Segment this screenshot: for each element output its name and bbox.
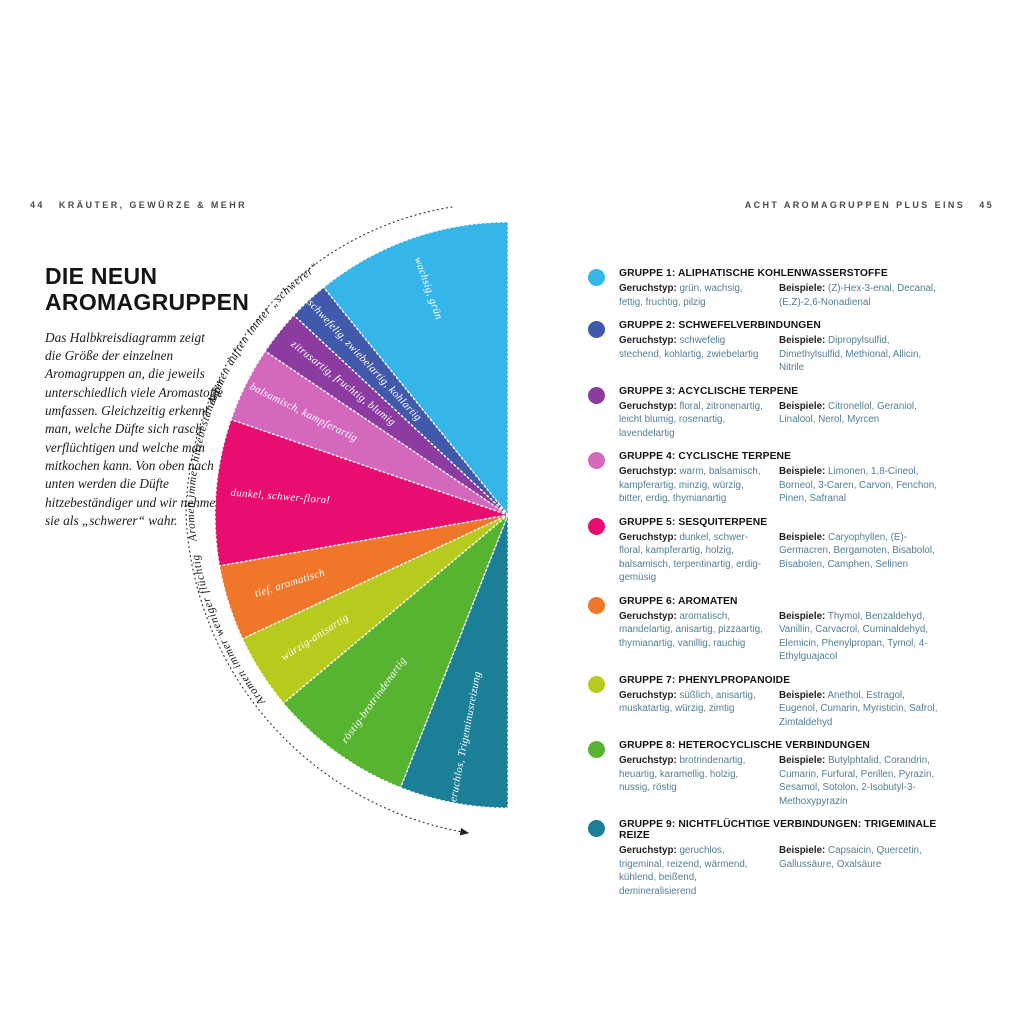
- legend-examples: Beispiele: Dipropylsulfid, Dimethylsulfi…: [779, 335, 922, 374]
- legend-type: Geruchstyp: schwefelig stechend, kohlart…: [619, 335, 759, 360]
- legend-color-dot: [588, 675, 605, 693]
- legend: GRUPPE 1: ALIPHATISCHE KOHLENWASSERSTOFF…: [588, 268, 950, 909]
- fan-slice-group1: [322, 221, 509, 517]
- legend-examples: Beispiele: Caryophyllen, (E)-Germacren, …: [779, 531, 935, 570]
- legend-examples: Beispiele: Limonen, 1,8-Cineol, Borneol,…: [779, 466, 937, 505]
- intro-paragraph: Das Halbkreisdiagramm zeigt die Größe de…: [45, 329, 223, 528]
- legend-examples: Beispiele: Thymol, Benzaldehyd, Vanillin…: [779, 610, 929, 663]
- legend-examples: Beispiele: Citronellol, Geraniol, Linalo…: [779, 400, 917, 426]
- legend-color-dot: [588, 452, 605, 470]
- legend-row-group2: GRUPPE 2: SCHWEFELVERBINDUNGEN Geruchsty…: [588, 320, 950, 375]
- legend-examples: Beispiele: Capsaicin, Quercetin, Galluss…: [779, 845, 922, 870]
- legend-type: Geruchstyp: dunkel, schwer-floral, kampf…: [619, 531, 762, 584]
- legend-group-name: GRUPPE 4: CYCLISCHE TERPENE: [619, 451, 792, 463]
- legend-color-dot: [588, 386, 605, 404]
- page-title-line2: AROMAGRUPPEN: [45, 288, 250, 315]
- left-page-number: 44: [30, 200, 45, 210]
- legend-type: Geruchstyp: warm, balsamisch, kampferart…: [619, 466, 761, 505]
- legend-type: Geruchstyp: brotrindenartig, heuartig, k…: [619, 755, 746, 794]
- volatility-arrow-arc: [185, 206, 470, 836]
- legend-row-group8: GRUPPE 8: HETEROCYCLISCHE VERBINDUNGEN G…: [588, 740, 950, 808]
- legend-type: Geruchstyp: grün, wachsig, fettig, fruch…: [619, 283, 743, 308]
- page-title: DIE NEUN AROMAGRUPPEN: [45, 263, 249, 316]
- legend-type: Geruchstyp: aromatisch, mandelartig, ani…: [619, 610, 763, 649]
- legend-group-name: GRUPPE 3: ACYCLISCHE TERPENE: [619, 385, 799, 397]
- legend-color-dot: [588, 517, 605, 535]
- fan-slice-group8: [282, 514, 509, 789]
- fan-slice-group9: [399, 514, 509, 809]
- legend-group-name: GRUPPE 9: NICHTFLÜCHTIGE VERBINDUNGEN: T…: [619, 819, 937, 842]
- legend-group-name: GRUPPE 1: ALIPHATISCHE KOHLENWASSERSTOFF…: [619, 268, 888, 279]
- legend-row-group4: GRUPPE 4: CYCLISCHE TERPENE Geruchstyp: …: [588, 451, 950, 506]
- legend-color-dot: [588, 741, 605, 759]
- left-running-title: KRÄUTER, GEWÜRZE & MEHR: [58, 200, 248, 210]
- legend-examples: Beispiele: Anethol, Estragol, Eugenol, C…: [779, 689, 938, 728]
- legend-row-group3: GRUPPE 3: ACYCLISCHE TERPENE Geruchstyp:…: [588, 386, 950, 441]
- legend-row-group5: GRUPPE 5: SESQUITERPENE Geruchstyp: dunk…: [588, 517, 950, 585]
- legend-row-group7: GRUPPE 7: PHENYLPROPANOIDE Geruchstyp: s…: [588, 675, 950, 730]
- page-title-line1: DIE NEUN: [45, 263, 158, 289]
- page-header-right: ACHT AROMAGRUPPEN PLUS EINS 45: [745, 200, 994, 210]
- legend-row-group9: GRUPPE 9: NICHTFLÜCHTIGE VERBINDUNGEN: T…: [588, 819, 950, 898]
- page-header-left: 44 KRÄUTER, GEWÜRZE & MEHR: [30, 200, 247, 210]
- legend-group-name: GRUPPE 5: SESQUITERPENE: [619, 516, 768, 528]
- legend-group-name: GRUPPE 6: AROMATEN: [619, 595, 738, 607]
- page-header: 44 KRÄUTER, GEWÜRZE & MEHR ACHT AROMAGRU…: [30, 200, 994, 210]
- legend-type: Geruchstyp: süßlich, anisartig, muskatar…: [619, 689, 756, 715]
- legend-color-dot: [588, 269, 605, 286]
- legend-examples: Beispiele: (Z)-Hex-3-enal, Decanal, (E,Z…: [779, 283, 936, 308]
- legend-color-dot: [588, 596, 605, 614]
- legend-type: Geruchstyp: geruchlos, trigeminal, reize…: [619, 845, 748, 897]
- fan-slice-group5: [214, 418, 511, 567]
- legend-group-name: GRUPPE 7: PHENYLPROPANOIDE: [619, 674, 791, 686]
- legend-color-dot: [588, 321, 605, 339]
- intro-block: DIE NEUN AROMAGRUPPEN Das Halbkreisdiagr…: [45, 263, 249, 530]
- legend-row-group6: GRUPPE 6: AROMATEN Geruchstyp: aromatisc…: [588, 596, 950, 664]
- right-page-number: 45: [979, 200, 994, 210]
- legend-group-name: GRUPPE 8: HETEROCYCLISCHE VERBINDUNGEN: [619, 740, 870, 752]
- legend-group-name: GRUPPE 2: SCHWEFELVERBINDUNGEN: [619, 320, 821, 332]
- legend-type: Geruchstyp: floral, zitronenartig, leich…: [619, 400, 763, 439]
- legend-row-group1: GRUPPE 1: ALIPHATISCHE KOHLENWASSERSTOFF…: [588, 268, 950, 309]
- legend-color-dot: [588, 820, 605, 838]
- right-running-title: ACHT AROMAGRUPPEN PLUS EINS: [744, 200, 966, 210]
- legend-examples: Beispiele: Butylphtalid, Corandrin, Cuma…: [779, 755, 935, 807]
